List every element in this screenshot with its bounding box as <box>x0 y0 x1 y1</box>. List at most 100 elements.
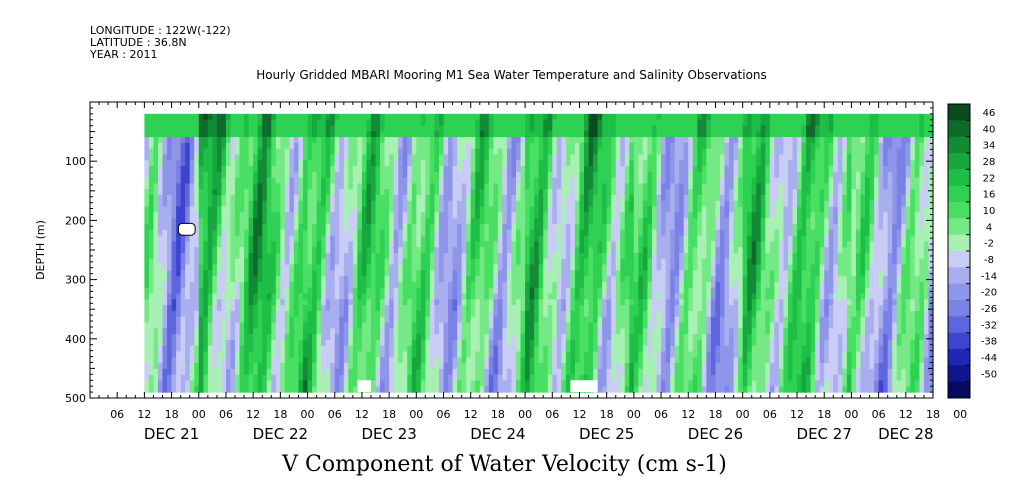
heatmap-cell <box>538 171 544 179</box>
heatmap-cell <box>416 247 422 254</box>
heatmap-cell <box>325 252 331 260</box>
heatmap-cell <box>289 125 295 132</box>
heatmap-cell <box>389 189 395 196</box>
heatmap-cell <box>493 247 499 254</box>
heatmap-cell <box>253 148 259 156</box>
heatmap-cell <box>144 113 150 121</box>
longitude-label: LONGITUDE : 122W(-122) <box>90 24 231 37</box>
heatmap-cell <box>597 177 603 184</box>
heatmap-cell <box>466 264 472 271</box>
heatmap-cell <box>189 200 195 208</box>
heatmap-cell <box>352 276 358 283</box>
heatmap-cell <box>597 206 603 213</box>
heatmap-cell <box>239 374 245 382</box>
heatmap-cell <box>275 137 281 144</box>
heatmap-cell <box>189 177 195 184</box>
heatmap-cell <box>262 264 268 271</box>
heatmap-cell <box>593 299 599 306</box>
heatmap-cell <box>189 264 195 271</box>
heatmap-cell <box>529 287 535 295</box>
heatmap-cell <box>357 212 363 219</box>
heatmap-cell <box>584 183 590 190</box>
heatmap-cell <box>552 113 558 121</box>
heatmap-cell <box>384 345 390 353</box>
heatmap-cell <box>461 119 467 127</box>
heatmap-cell <box>198 200 204 208</box>
heatmap-cell <box>275 212 281 219</box>
heatmap-cell <box>420 252 426 260</box>
heatmap-cell <box>411 357 417 364</box>
heatmap-cell <box>570 148 576 156</box>
heatmap-cell <box>561 345 567 353</box>
heatmap-cell <box>235 363 241 370</box>
heatmap-cell <box>448 270 454 277</box>
heatmap-cell <box>275 160 281 167</box>
heatmap-cell <box>380 229 386 237</box>
heatmap-cell <box>198 270 204 277</box>
heatmap-cell <box>348 131 354 138</box>
heatmap-cell <box>148 194 155 202</box>
heatmap-cell <box>248 154 254 161</box>
heatmap-cell <box>420 310 426 318</box>
heatmap-cell <box>565 334 572 341</box>
heatmap-cell <box>565 171 572 179</box>
heatmap-cell <box>162 276 168 283</box>
heatmap-cell <box>484 305 490 312</box>
heatmap-cell <box>611 113 617 121</box>
heatmap-cell <box>393 363 399 370</box>
heatmap-cell <box>416 380 422 387</box>
heatmap-cell <box>484 235 490 242</box>
heatmap-cell <box>488 229 494 237</box>
heatmap-cell <box>207 363 213 370</box>
heatmap-cell <box>389 299 395 306</box>
heatmap-cell <box>144 177 150 184</box>
heatmap-cell <box>520 252 526 260</box>
heatmap-cell <box>298 281 304 289</box>
heatmap-cell <box>484 281 490 289</box>
heatmap-cell <box>253 357 259 364</box>
heatmap-cell <box>588 154 594 161</box>
heatmap-cell <box>466 223 472 231</box>
heatmap-cell <box>348 223 354 231</box>
heatmap-cell <box>597 374 603 382</box>
heatmap-cell <box>602 148 608 156</box>
heatmap-cell <box>198 212 204 219</box>
heatmap-cell <box>411 241 417 248</box>
heatmap-cell <box>280 293 286 300</box>
heatmap-cell <box>416 299 422 306</box>
heatmap-cell <box>547 241 553 248</box>
heatmap-cell <box>284 189 291 196</box>
heatmap-cell <box>148 218 155 225</box>
heatmap-cell <box>398 339 404 347</box>
heatmap-cell <box>275 223 281 231</box>
heatmap-cell <box>470 357 476 364</box>
heatmap-cell <box>216 357 223 364</box>
heatmap-cell <box>230 334 236 341</box>
heatmap-cell <box>584 113 590 121</box>
heatmap-cell <box>361 252 368 260</box>
heatmap-cell <box>497 264 504 271</box>
heatmap-cell <box>502 293 508 300</box>
heatmap-cell <box>375 363 381 370</box>
heatmap-cell <box>171 368 177 376</box>
heatmap-cell <box>271 270 277 277</box>
heatmap-cell <box>479 281 485 289</box>
heatmap-cell <box>398 212 404 219</box>
heatmap-cell <box>574 183 581 190</box>
heatmap-cell <box>253 119 259 127</box>
heatmap-cell <box>593 137 599 144</box>
heatmap-cell <box>194 218 200 225</box>
heatmap-cell <box>167 113 173 121</box>
heatmap-cell <box>434 131 440 138</box>
heatmap-cell <box>157 241 164 248</box>
heatmap-cell <box>457 241 463 248</box>
heatmap-cell <box>380 270 386 277</box>
heatmap-cell <box>452 177 458 184</box>
heatmap-cell <box>543 148 549 156</box>
heatmap-cell <box>502 218 508 225</box>
heatmap-cell <box>425 380 431 387</box>
heatmap-cell <box>198 148 204 156</box>
heatmap-cell <box>384 113 390 121</box>
heatmap-cell <box>565 339 572 347</box>
heatmap-cell <box>185 386 191 393</box>
